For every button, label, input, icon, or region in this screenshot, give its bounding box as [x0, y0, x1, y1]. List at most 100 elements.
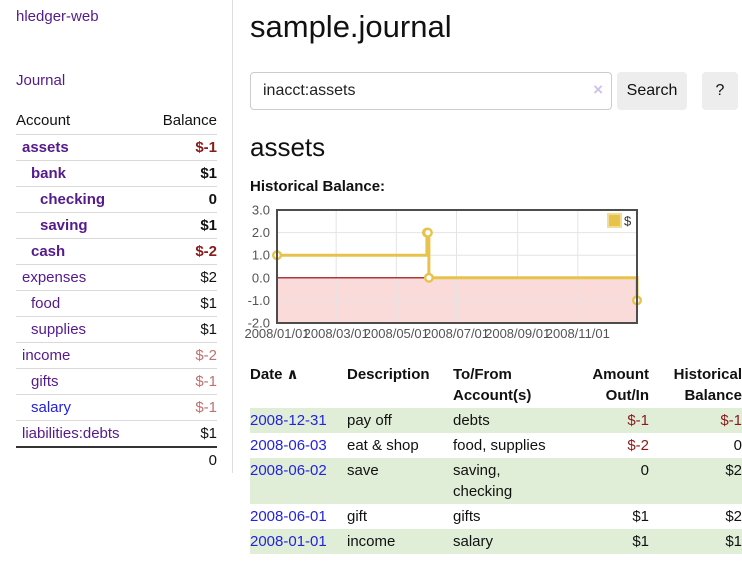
svg-text:1.0: 1.0 [252, 248, 270, 263]
account-link-bank[interactable]: bank [31, 165, 67, 182]
account-row: checking 0 [16, 186, 217, 213]
sort-ascending-icon: ∧ [286, 366, 299, 383]
transaction-amount: 0 [640, 462, 649, 479]
transaction-accounts: food, supplies [453, 437, 546, 454]
transaction-description: income [347, 533, 396, 550]
accounts-total-value: 0 [147, 446, 217, 473]
account-row: cash $-2 [16, 238, 217, 265]
transaction-date-link[interactable]: 2008-12-31 [250, 412, 327, 429]
account-link-saving[interactable]: saving [40, 217, 88, 234]
register-header-description: Description [347, 366, 430, 383]
transaction-accounts: salary [453, 533, 494, 550]
account-link-salary[interactable]: salary [31, 399, 72, 416]
register-header-row: Date ∧ Description To/From Account(s) Amo… [250, 362, 742, 408]
account-row: assets $-1 [16, 134, 217, 161]
transaction-amount: $1 [632, 533, 649, 550]
transaction-date-link[interactable]: 2008-06-02 [250, 462, 327, 479]
account-link-gifts[interactable]: gifts [31, 373, 59, 390]
account-link-checking[interactable]: checking [40, 191, 106, 208]
register-header-accounts: To/From Account(s) [453, 366, 532, 404]
transaction-accounts: gifts [453, 508, 481, 525]
brand-link[interactable]: hledger-web [16, 8, 99, 25]
svg-text:$: $ [624, 214, 632, 229]
account-link-cash[interactable]: cash [31, 243, 66, 260]
account-row: saving $1 [16, 212, 217, 239]
account-row: expenses $2 [16, 264, 217, 291]
account-link-assets[interactable]: assets [22, 139, 69, 156]
account-balance: $-2 [147, 238, 217, 265]
clear-icon[interactable]: × [593, 80, 603, 99]
transaction-description: save [347, 462, 379, 479]
register-row: 2008-06-01 gift gifts $1 $2 [250, 504, 742, 529]
help-button[interactable]: ? [702, 72, 738, 110]
account-balance: $1 [147, 160, 217, 187]
account-balance: $1 [147, 212, 217, 239]
account-balance: $-2 [147, 342, 217, 369]
transaction-date-link[interactable]: 2008-06-01 [250, 508, 327, 525]
transaction-balance: $-1 [720, 412, 742, 429]
svg-text:2008/05/01: 2008/05/01 [364, 326, 429, 341]
account-balance: $1 [147, 290, 217, 317]
transaction-description: eat & shop [347, 437, 419, 454]
chart-heading: Historical Balance: [250, 178, 386, 195]
svg-text:2.0: 2.0 [252, 225, 270, 240]
account-row: supplies $1 [16, 316, 217, 343]
svg-text:3.0: 3.0 [252, 203, 270, 218]
register-table: Date ∧ Description To/From Account(s) Amo… [250, 362, 742, 554]
transaction-accounts: debts [453, 412, 490, 429]
transaction-date-link[interactable]: 2008-01-01 [250, 533, 327, 550]
account-link-expenses[interactable]: expenses [22, 269, 87, 286]
accounts-header-balance: Balance [162, 112, 217, 129]
accounts-table: Account Balance assets $-1 bank $1 check… [16, 110, 217, 473]
historical-balance-chart: 3.0 2.0 1.0 0.0 -1.0 -2.02008/01/012008/03/01… [244, 203, 643, 341]
svg-text:2008/01/01: 2008/01/01 [244, 326, 309, 341]
register-row: 2008-06-02 save saving, checking 0 $2 [250, 458, 742, 504]
account-row: salary $-1 [16, 394, 217, 421]
account-balance: $-1 [147, 134, 217, 161]
page-title: sample.journal [250, 9, 452, 44]
account-balance: 0 [147, 186, 217, 213]
transaction-accounts: saving, checking [453, 462, 513, 500]
account-row: liabilities:debts $1 [16, 420, 217, 447]
accounts-header-row: Account Balance [16, 110, 217, 135]
account-row: food $1 [16, 290, 217, 317]
search-bar: × Search ? [250, 72, 742, 110]
account-row: bank $1 [16, 160, 217, 187]
account-link-liabilities-debts[interactable]: liabilities:debts [22, 425, 120, 442]
account-balance: $2 [147, 264, 217, 291]
account-link-income[interactable]: income [22, 347, 71, 364]
svg-text:2008/07/01: 2008/07/01 [424, 326, 489, 341]
register-header-date[interactable]: Date ∧ [250, 366, 299, 383]
register-header-balance: Historical Balance [673, 366, 742, 404]
svg-text:-1.0: -1.0 [248, 293, 270, 308]
account-link-food[interactable]: food [31, 295, 61, 312]
transaction-balance: $1 [725, 533, 742, 550]
transaction-date-link[interactable]: 2008-06-03 [250, 437, 327, 454]
search-button[interactable]: Search [617, 72, 687, 110]
svg-text:2008/11/01: 2008/11/01 [546, 326, 610, 341]
accounts-header-account: Account [16, 112, 71, 129]
account-row: income $-2 [16, 342, 217, 369]
accounts-total-row: 0 [16, 446, 217, 473]
account-row: gifts $-1 [16, 368, 217, 395]
sidebar: hledger-web Journal Account Balance asse… [0, 0, 233, 473]
register-row: 2008-12-31 pay off debts $-1 $-1 [250, 408, 742, 433]
transaction-balance: 0 [733, 437, 742, 454]
sidebar-item-journal[interactable]: Journal [16, 72, 66, 89]
svg-text:0.0: 0.0 [252, 270, 270, 285]
main-content: sample.journal × Search ? assets Histori… [244, 0, 742, 554]
transaction-amount: $1 [632, 508, 649, 525]
account-link-supplies[interactable]: supplies [31, 321, 87, 338]
svg-text:2008/03/01: 2008/03/01 [304, 326, 369, 341]
transaction-balance: $2 [725, 462, 742, 479]
account-page-title: assets [250, 132, 326, 162]
account-balance: $1 [147, 316, 217, 343]
transaction-amount: $-1 [627, 412, 649, 429]
register-row: 2008-01-01 income salary $1 $1 [250, 529, 742, 554]
transaction-balance: $2 [725, 508, 742, 525]
search-input[interactable] [250, 72, 612, 110]
register-header-amount: Amount Out/In [592, 366, 649, 404]
register-row: 2008-06-03 eat & shop food, supplies $-2… [250, 433, 742, 458]
svg-text:-2.0: -2.0 [248, 316, 270, 331]
svg-text:2008/09/01: 2008/09/01 [485, 326, 550, 341]
